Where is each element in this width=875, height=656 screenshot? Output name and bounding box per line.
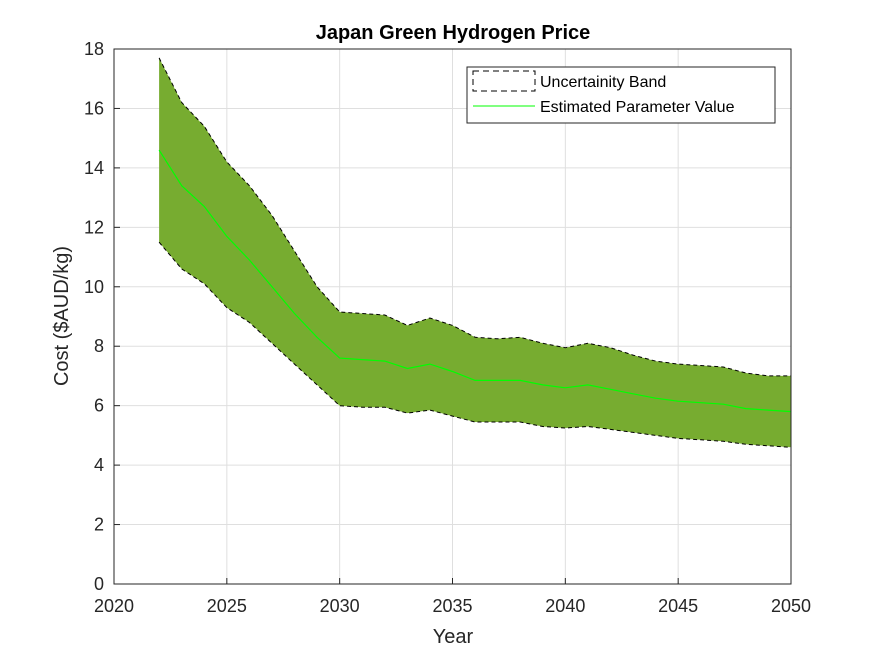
x-tick-label: 2050 — [771, 596, 811, 616]
y-tick-label: 14 — [84, 158, 104, 178]
legend-label-estimate: Estimated Parameter Value — [540, 99, 735, 116]
uncertainty-band-fill — [159, 57, 792, 448]
y-tick-label: 6 — [94, 396, 104, 416]
y-tick-label: 10 — [84, 277, 104, 297]
y-axis-label: Cost ($AUD/kg) — [51, 246, 73, 386]
x-tick-label: 2025 — [207, 596, 247, 616]
y-tick-label: 0 — [94, 574, 104, 594]
legend: Uncertainity Band Estimated Parameter Va… — [466, 66, 776, 124]
y-tick-label: 12 — [84, 217, 104, 237]
y-tick-label: 8 — [94, 336, 104, 356]
x-tick-label: 2045 — [658, 596, 698, 616]
x-axis-label: Year — [433, 626, 474, 648]
legend-band-swatch — [472, 70, 536, 92]
y-axis-ticks: 0 2 4 6 8 10 12 14 16 18 — [84, 39, 120, 594]
uncertainty-band-lower-edge — [158, 241, 792, 448]
x-tick-label: 2035 — [432, 596, 472, 616]
y-tick-label: 18 — [84, 39, 104, 59]
chart-title: Japan Green Hydrogen Price — [316, 22, 591, 44]
x-tick-label: 2030 — [320, 596, 360, 616]
plot-content — [158, 57, 792, 448]
y-tick-label: 4 — [94, 455, 104, 475]
x-tick-label: 2020 — [94, 596, 134, 616]
y-tick-label: 16 — [84, 98, 104, 118]
legend-label-band: Uncertainity Band — [540, 74, 666, 91]
estimated-parameter-line — [158, 149, 792, 413]
x-axis-ticks: 2020 2025 2030 2035 2040 2045 2050 — [94, 578, 811, 616]
y-tick-label: 2 — [94, 515, 104, 535]
uncertainty-band-upper-edge — [158, 57, 791, 377]
x-tick-label: 2040 — [545, 596, 585, 616]
